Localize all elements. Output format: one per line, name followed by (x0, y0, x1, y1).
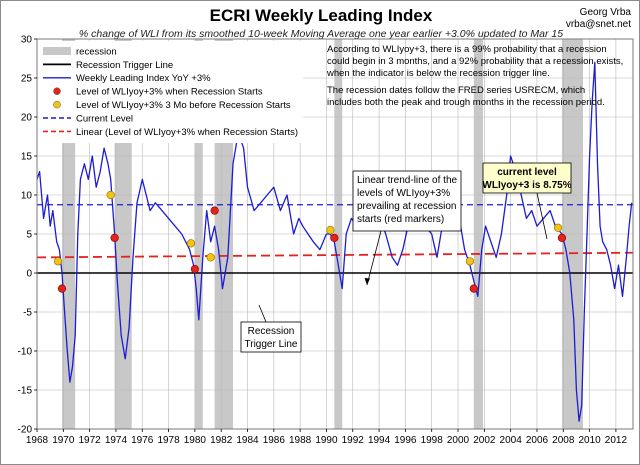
legend-swatch-marker (53, 100, 61, 109)
trend-line (36, 251, 634, 259)
y-tick-label: 20 (21, 113, 33, 124)
legend-swatch-band (43, 47, 71, 55)
legend-label: Level of WLIyoy+3% when Recession Starts (76, 87, 263, 98)
note-line-4: The recession dates follow the FRED seri… (327, 85, 585, 96)
pre-recession-marker (553, 223, 563, 232)
trend-text-2: levels of WLIyoy+3% (357, 188, 450, 199)
y-tick-label: 30 (21, 35, 33, 46)
recession-start-marker (469, 284, 478, 293)
pre-recession-marker (206, 253, 215, 262)
y-tick-label: 15 (21, 152, 33, 163)
y-tick-label: 10 (21, 191, 33, 202)
y-tick-label: 25 (21, 74, 33, 85)
x-tick-label: 2006 (526, 435, 549, 446)
legend-label: Weekly Leading Index YoY +3% (76, 73, 211, 84)
x-tick-label: 1980 (184, 435, 207, 446)
x-tick-label: 1992 (342, 435, 365, 446)
trigger-text-2: Trigger Line (245, 339, 298, 350)
trend-arrowhead (364, 278, 370, 285)
x-tick-label: 1982 (210, 435, 233, 446)
pre-recession-marker (465, 257, 474, 266)
y-tick-label: 0 (26, 269, 32, 280)
current-level-text-2: WLIyoy+3 is 8.75% (482, 180, 571, 191)
y-tick-label: 5 (26, 230, 32, 241)
x-tick-label: 2010 (578, 435, 601, 446)
markers-layer (53, 190, 567, 293)
x-tick-label: 1968 (26, 435, 49, 446)
legend-label: Level of WLIyoy+3% 3 Mo before Recession… (76, 100, 291, 111)
legend-label: recession (76, 46, 117, 57)
x-tick-label: 1978 (157, 435, 180, 446)
current-level-text-1: current level (497, 167, 557, 178)
recession-start-marker (557, 233, 567, 242)
x-tick-label: 2004 (500, 435, 523, 446)
x-tick-label: 1974 (105, 435, 128, 446)
legend-label: Current Level (76, 113, 133, 124)
trigger-annotation: Recession Trigger Line (240, 304, 302, 353)
current-level-box (482, 162, 572, 194)
trend-annotation: Linear trend-line of the levels of WLIyo… (352, 170, 462, 286)
trend-line-layer (36, 251, 634, 259)
x-tick-label: 2002 (473, 435, 496, 446)
author-name: Georg Vrba (580, 7, 632, 18)
recession-start-marker (190, 265, 199, 274)
legend-background (39, 41, 303, 143)
x-tick-label: 1970 (52, 435, 75, 446)
recession-start-marker (110, 233, 119, 242)
trigger-annotation-arrow (258, 304, 267, 323)
x-tick-label: 2008 (552, 435, 575, 446)
trend-annotation-arrow (366, 230, 382, 286)
trend-text-3: prevailing at recession (357, 201, 457, 212)
note-line-3: when the indicator is below the recessio… (326, 68, 550, 79)
x-tick-label: 2000 (447, 435, 470, 446)
pre-recession-marker (186, 239, 196, 248)
chart-title: ECRI Weekly Leading Index (210, 6, 433, 25)
legend: recession Recession Trigger Line Weekly Le… (39, 41, 303, 143)
y-tick-label: -20 (18, 425, 33, 436)
x-axis-ticks: 1968 1970 1972 1974 1976 1978 1980 1982 1984 1986… (26, 429, 628, 446)
x-tick-label: 1990 (315, 435, 338, 446)
x-tick-label: 1986 (263, 435, 286, 446)
trend-text-1: Linear trend-line of the (357, 175, 458, 186)
chart-subtitle: % change of WLI from its smoothed 10-wee… (79, 28, 563, 40)
current-level-arrow (536, 192, 548, 240)
pre-recession-marker (53, 257, 63, 266)
y-tick-label: -15 (18, 386, 33, 397)
note-line-2: could begin in 3 months, and a 92% proba… (327, 56, 623, 67)
note-line-1: According to WLIyoy+3, there is a 99% pr… (327, 44, 607, 55)
recession-start-marker (330, 233, 339, 242)
pre-recession-marker (326, 226, 335, 235)
x-tick-label: 1984 (236, 435, 259, 446)
x-tick-label: 1994 (368, 435, 391, 446)
trend-text-4: starts (red markers) (357, 214, 444, 225)
recession-start-marker (210, 206, 219, 215)
x-tick-label: 2012 (605, 435, 628, 446)
note-line-5: includes both the peak and trough months… (327, 97, 605, 108)
x-tick-label: 1972 (79, 435, 102, 446)
pre-recession-marker (106, 190, 115, 200)
x-tick-label: 1996 (394, 435, 417, 446)
x-tick-label: 1998 (421, 435, 444, 446)
trigger-annotation-box (240, 321, 302, 353)
legend-label: Recession Trigger Line (76, 60, 173, 71)
y-tick-label: -5 (23, 308, 32, 319)
notes: According to WLIyoy+3, there is a 99% pr… (326, 44, 623, 108)
current-level-annotation: current level WLIyoy+3 is 8.75% (482, 162, 572, 240)
y-tick-label: -10 (18, 347, 33, 358)
trigger-text-1: Recession (248, 326, 295, 337)
trend-annotation-box (352, 170, 462, 232)
legend-swatch-marker (53, 87, 61, 95)
x-tick-label: 1988 (289, 435, 312, 446)
recession-start-marker (57, 284, 67, 293)
y-axis-ticks: -20 -15 -10 -5 0 5 10 15 20 25 30 (18, 35, 37, 436)
x-tick-label: 1976 (131, 435, 154, 446)
legend-label: Linear (Level of WLIyoy+3% when Recessio… (76, 127, 298, 138)
author-email: vrba@snet.net (566, 19, 631, 30)
